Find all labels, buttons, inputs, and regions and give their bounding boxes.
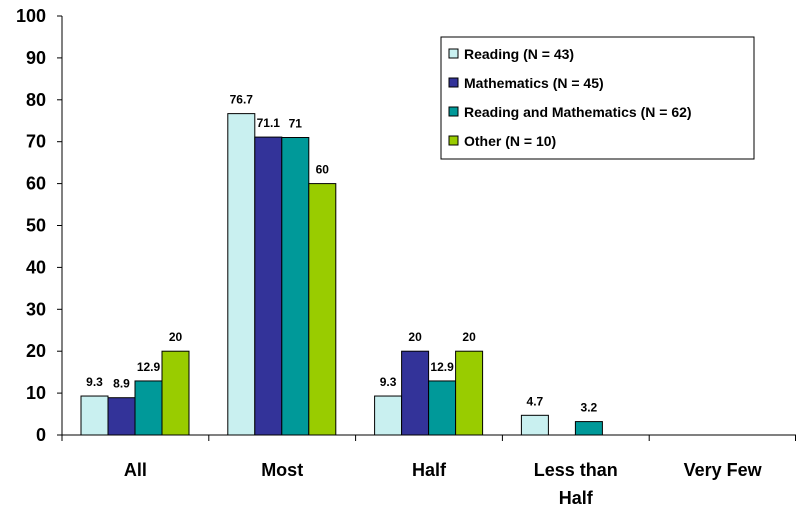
y-axis-ticks: 0 10 20 30 40 50 60 70 80 90 100 (16, 6, 62, 445)
data-label: 60 (316, 163, 330, 177)
x-tick-label: Less than Half (534, 460, 618, 508)
bar (574, 421, 603, 436)
y-tick-label: 50 (26, 216, 46, 236)
data-label: 9.3 (380, 375, 397, 389)
legend-swatch (448, 48, 459, 59)
y-tick-label: 90 (26, 48, 46, 68)
bar (455, 350, 484, 436)
data-label: 8.9 (113, 377, 130, 391)
bar (520, 414, 549, 436)
bar (308, 183, 337, 436)
y-tick-label: 10 (26, 383, 46, 403)
bar (227, 113, 256, 436)
legend-swatch (448, 106, 459, 117)
legend-box (440, 36, 755, 160)
data-label: 20 (408, 330, 422, 344)
bar (281, 137, 310, 436)
x-tick-label: Most (261, 460, 303, 480)
y-tick-label: 40 (26, 257, 46, 277)
bar (80, 395, 109, 436)
data-label: 20 (462, 330, 476, 344)
data-label: 71.1 (257, 116, 281, 130)
data-label: 20 (169, 330, 183, 344)
axes (61, 16, 796, 441)
legend-swatch (448, 77, 459, 88)
x-tick-label: Very Few (684, 460, 763, 480)
bar (107, 397, 136, 436)
x-tick-label: All (124, 460, 147, 480)
y-tick-label: 0 (36, 425, 46, 445)
category-labels: All Most Half Less than Half Very Few (124, 460, 763, 508)
bar (254, 136, 283, 436)
data-label: 4.7 (527, 394, 544, 408)
bar (428, 380, 457, 436)
legend-label: Mathematics (N = 45) (464, 75, 604, 91)
y-tick-label: 80 (26, 90, 46, 110)
bar (374, 395, 403, 436)
legend: Reading (N = 43) Mathematics (N = 45) Read… (440, 36, 755, 160)
y-tick-label: 60 (26, 174, 46, 194)
data-label: 76.7 (230, 93, 254, 107)
bar (161, 350, 190, 436)
data-label: 9.3 (86, 375, 103, 389)
data-label: 3.2 (581, 401, 598, 415)
legend-label: Reading and Mathematics (N = 62) (464, 104, 692, 120)
bar (134, 380, 163, 436)
data-label: 71 (289, 117, 303, 131)
y-tick-label: 30 (26, 299, 46, 319)
y-tick-label: 20 (26, 341, 46, 361)
y-tick-label: 70 (26, 132, 46, 152)
data-labels: 9.3 76.7 9.3 4.7 8.9 71.1 20 12.9 71 12.9 3.2 20 60 2… (86, 93, 597, 415)
x-tick-label: Half (412, 460, 447, 480)
bar (401, 350, 430, 436)
legend-label: Other (N = 10) (464, 133, 556, 149)
data-label: 12.9 (430, 360, 454, 374)
data-label: 12.9 (137, 360, 161, 374)
bars (80, 113, 603, 436)
y-tick-label: 100 (16, 6, 46, 26)
legend-swatch (448, 135, 459, 146)
legend-label: Reading (N = 43) (464, 46, 574, 62)
